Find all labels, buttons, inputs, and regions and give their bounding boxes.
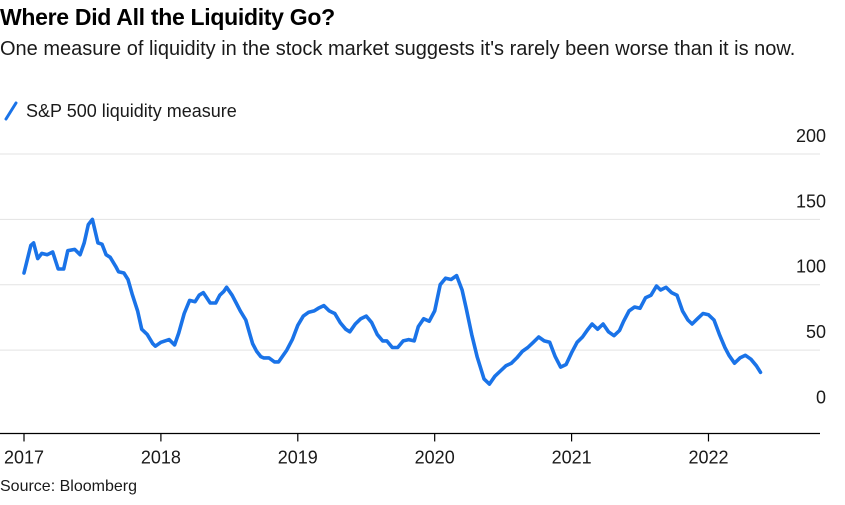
y-axis-ticks: 200 150 100 50 0: [796, 126, 826, 407]
x-axis: 2017 2018 2019 2020 2021 2022: [0, 432, 820, 467]
grid-lines: [0, 153, 820, 351]
y-tick-label: 100: [796, 257, 826, 277]
source-note: Source: Bloomberg: [0, 478, 137, 495]
x-tick-label: 2021: [552, 447, 592, 467]
chart-subtitle: One measure of liquidity in the stock ma…: [0, 38, 796, 60]
chart-title: Where Did All the Liquidity Go?: [0, 4, 335, 30]
series-line-0: [22, 217, 763, 386]
x-tick-label: 2022: [688, 447, 728, 467]
legend-label: S&P 500 liquidity measure: [26, 100, 237, 121]
x-tick-label: 2017: [4, 447, 44, 467]
y-tick-label: 150: [796, 191, 826, 211]
x-tick-label: 2018: [141, 447, 181, 467]
y-tick-label: 200: [796, 126, 826, 146]
y-tick-label: 0: [816, 387, 826, 407]
x-tick-label: 2020: [415, 447, 455, 467]
x-tick-label: 2019: [278, 447, 318, 467]
series-layer: [22, 217, 763, 386]
legend-swatch-icon: [4, 101, 18, 121]
legend: S&P 500 liquidity measure: [4, 100, 237, 122]
y-tick-label: 50: [806, 322, 826, 342]
